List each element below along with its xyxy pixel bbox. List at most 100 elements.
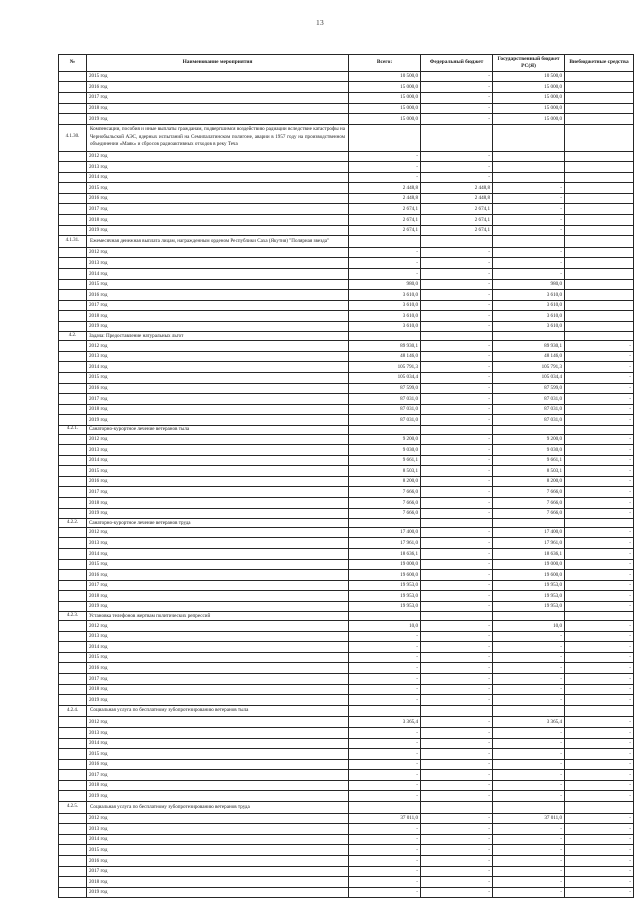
row-value-extra: -	[564, 340, 634, 352]
table-row: 2016 год 2 448,8 2 448,8-	[58, 192, 634, 205]
budget-table-container: № Наименование мероприятия Всего: Федера…	[58, 54, 634, 899]
row-number	[58, 340, 87, 352]
table-row: 2012 год 37 011,0-37 011,0-	[58, 812, 634, 825]
table-row: 2019 год 2 674,1 2 674,1-	[58, 224, 634, 237]
table-row: 2015 год 105 034,4-105 034,4-	[58, 371, 634, 384]
table-row: 2019 год - - - -	[58, 694, 634, 706]
row-value-total: 48 146,0	[348, 350, 421, 363]
row-value-total: 9 661,1	[348, 454, 421, 467]
row-value-state: 15 000,0	[492, 91, 565, 104]
row-value-state: 9 200,0	[492, 433, 565, 446]
table-row: 2016 год 3 610,0-3 610,0	[58, 289, 634, 301]
row-value-fed: -	[420, 475, 493, 488]
row-value-total: 105 034,4	[348, 371, 421, 384]
row-value-fed	[420, 801, 493, 814]
row-value-extra: -	[564, 844, 634, 856]
row-value-fed: -	[420, 320, 493, 333]
row-measure-name: 2018 год	[86, 876, 349, 888]
column-header-federal-budget: Федеральный бюджет	[420, 54, 493, 72]
row-value-total: -	[348, 769, 421, 781]
row-value-fed: -	[420, 171, 493, 184]
row-value-state: 87 031,0	[492, 403, 565, 416]
row-value-fed: -	[420, 310, 493, 322]
row-measure-name: 2016 год	[86, 81, 349, 93]
row-measure-name: 2014 год	[86, 548, 349, 560]
row-measure-name: 2017 год	[86, 673, 349, 685]
row-number	[58, 844, 87, 856]
row-value-extra: -	[564, 590, 634, 602]
row-measure-name: 2018 год	[86, 590, 349, 602]
row-number	[58, 579, 87, 592]
row-value-state: -	[492, 833, 565, 846]
row-number	[58, 486, 87, 498]
table-row: 2017 год 3 610,0-3 610,0	[58, 299, 634, 312]
row-value-extra	[564, 310, 634, 322]
row-value-total: 19 600,0	[348, 569, 421, 581]
row-value-extra	[564, 102, 634, 115]
row-value-state: 48 146,0	[492, 350, 565, 363]
row-value-state: -	[492, 779, 565, 792]
row-value-fed: -	[420, 433, 493, 446]
row-value-extra: -	[564, 444, 634, 456]
row-value-total: 18 636,1	[348, 548, 421, 560]
row-value-total: 2 448,8	[348, 192, 421, 205]
row-value-extra: -	[564, 662, 634, 675]
row-value-extra	[564, 611, 634, 622]
row-value-fed: -	[420, 486, 493, 498]
row-value-extra: -	[564, 737, 634, 750]
row-measure-name: 2013 год	[86, 350, 349, 363]
row-measure-name: 2017 год	[86, 579, 349, 592]
table-row: 2019 год 3 610,0-3 610,0	[58, 320, 634, 333]
table-row: 2018 год 19 953,0-19 953,0-	[58, 590, 634, 602]
row-number	[58, 182, 87, 194]
row-number	[58, 350, 87, 363]
row-value-extra	[564, 257, 634, 269]
table-row: 2016 год 8 200,0-8 200,0-	[58, 475, 634, 488]
row-value-total: 105 791,3	[348, 361, 421, 373]
row-value-fed: 2 448,8	[420, 182, 493, 194]
table-row: 2016 год - - - -	[58, 855, 634, 867]
row-value-fed: -	[420, 548, 493, 560]
row-value-extra	[564, 704, 634, 718]
row-value-total: 3 610,0	[348, 310, 421, 322]
row-value-total: 9 200,0	[348, 433, 421, 446]
row-value-fed: -	[420, 737, 493, 750]
row-measure-name: 2016 год	[86, 289, 349, 301]
row-measure-name: 2013 год	[86, 630, 349, 643]
row-value-state: -	[492, 855, 565, 867]
row-measure-name: 2013 год	[86, 161, 349, 173]
row-value-total: -	[348, 246, 421, 259]
row-value-state: -	[492, 651, 565, 664]
table-row: 2015 год 8 503,1-8 503,1-	[58, 465, 634, 477]
row-measure-name: 2012 год	[86, 246, 349, 259]
row-number	[58, 289, 87, 301]
row-number	[58, 727, 87, 739]
table-row: 2017 год - - - -	[58, 673, 634, 685]
row-value-state: 3 610,0	[492, 299, 565, 312]
row-measure-name: 2016 год	[86, 382, 349, 395]
row-value-total: 15 000,0	[348, 91, 421, 104]
row-number	[58, 91, 87, 104]
table-row: 2019 год - - - -	[58, 886, 634, 899]
row-value-state: -	[492, 823, 565, 835]
table-row: 2014 год - - - -	[58, 641, 634, 653]
row-value-fed: -	[420, 257, 493, 269]
row-value-total: -	[348, 268, 421, 280]
row-value-fed: -	[420, 371, 493, 384]
row-value-fed: 2 448,8	[420, 192, 493, 205]
row-value-fed: 2 674,1	[420, 214, 493, 226]
row-value-extra	[564, 320, 634, 333]
table-row: 2014 год 9 661,1-9 661,1-	[58, 454, 634, 467]
row-measure-name: 2017 год	[86, 486, 349, 498]
row-value-state: 15 000,0	[492, 81, 565, 93]
row-value-state: 19 953,0	[492, 579, 565, 592]
row-value-fed	[420, 235, 493, 248]
row-value-total: 87 031,0	[348, 403, 421, 416]
row-value-fed: -	[420, 620, 493, 632]
table-row: 2014 год - - - -	[58, 737, 634, 750]
row-value-state: 10 500,0	[492, 70, 565, 83]
row-measure-name: 2019 год	[86, 886, 349, 899]
table-row: 2018 год 7 666,0-7 666,0-	[58, 497, 634, 509]
row-value-total: 10,0	[348, 620, 421, 632]
row-value-state: 17 400,0	[492, 526, 565, 539]
